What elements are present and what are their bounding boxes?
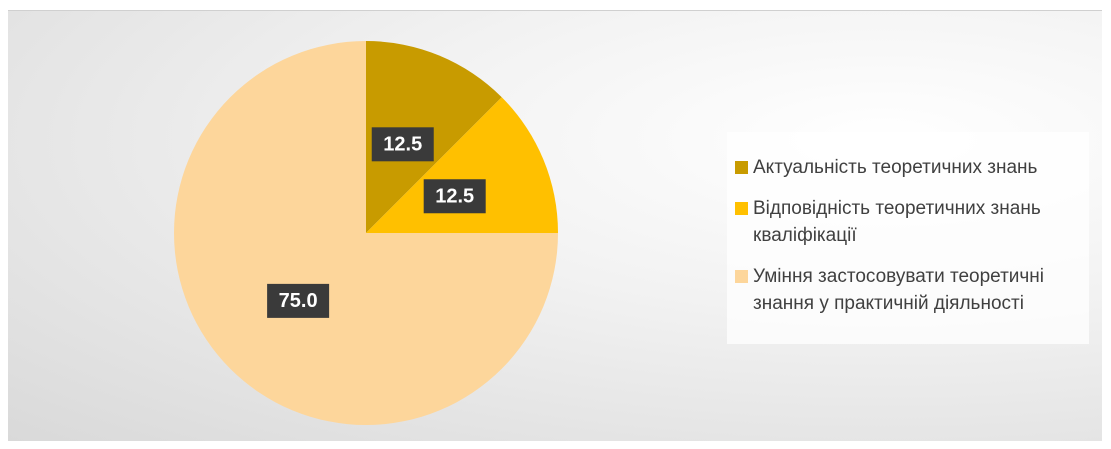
legend-label: Відповідність теоретичних знань кваліфік… — [753, 198, 1041, 246]
legend-label: Актуальність теоретичних знань — [753, 157, 1038, 178]
legend-swatch — [735, 202, 748, 215]
data-label: 75.0 — [279, 290, 318, 312]
data-label-box — [371, 127, 434, 162]
data-label-box — [423, 179, 486, 214]
data-label: 12.5 — [435, 186, 474, 208]
pie-slice — [366, 41, 502, 233]
legend-item: Відповідність теоретичних знань кваліфік… — [735, 195, 1081, 249]
legend: Актуальність теоретичних знань Відповідні… — [727, 132, 1089, 344]
data-label-box — [267, 283, 330, 318]
pie-slice — [366, 97, 558, 233]
legend-swatch — [735, 270, 748, 283]
legend-swatch — [735, 161, 748, 174]
legend-item: Актуальність теоретичних знань — [735, 154, 1081, 181]
legend-label: Уміння застосовувати теоретичні знання у… — [753, 266, 1045, 314]
pie-slice — [174, 41, 558, 425]
data-label: 12.5 — [383, 134, 422, 156]
legend-item: Уміння застосовувати теоретичні знання у… — [735, 263, 1081, 317]
